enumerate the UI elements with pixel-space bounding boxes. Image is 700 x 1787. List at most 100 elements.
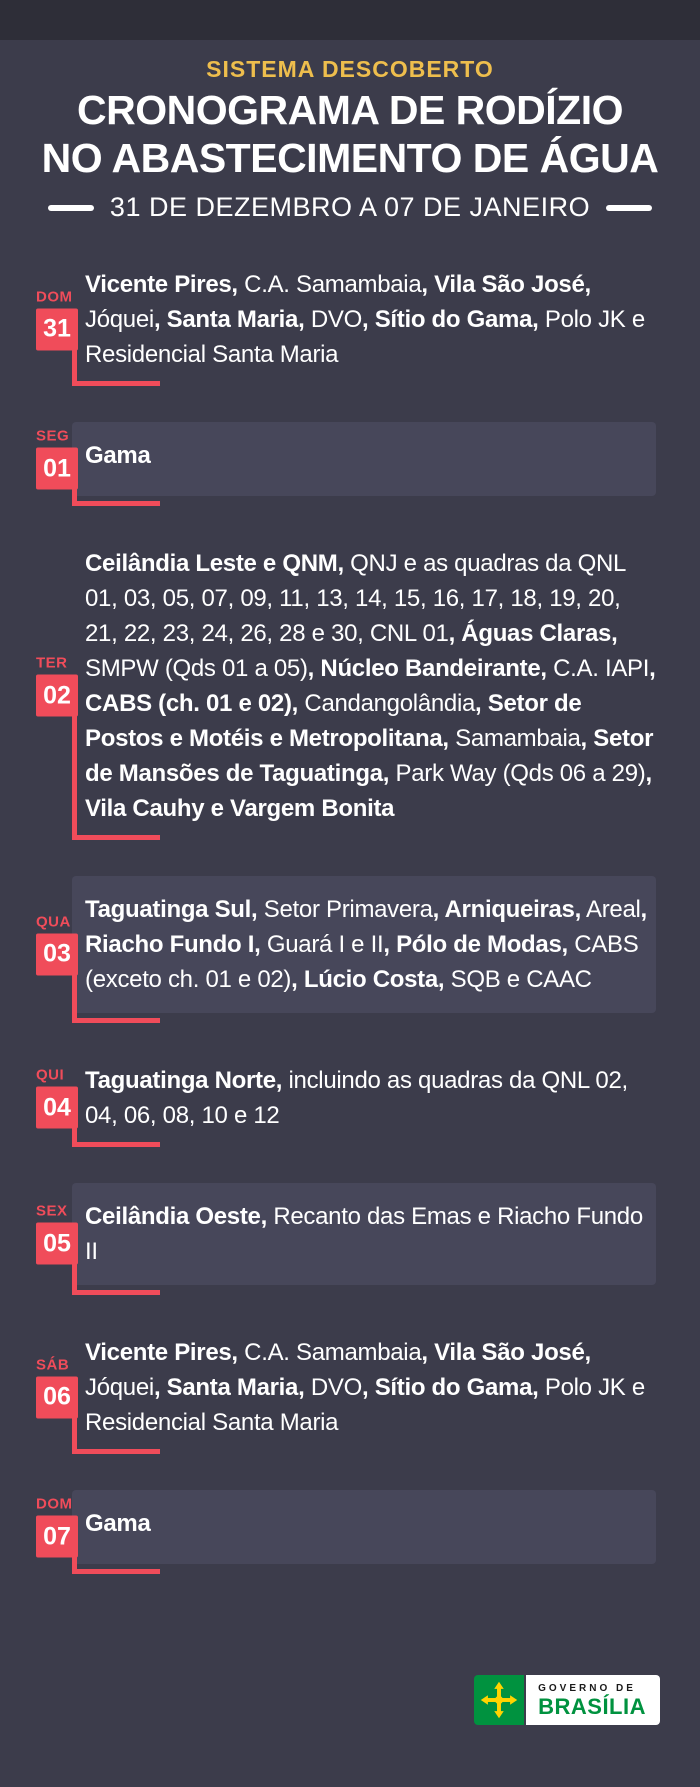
day-name-label: SEX xyxy=(36,1202,68,1220)
area-name-bold: , Águas Claras, xyxy=(448,620,618,647)
day-bracket-line xyxy=(72,1556,160,1574)
day-badge: SEG 01 xyxy=(36,427,78,490)
logo-governo-de-label: GOVERNO DE xyxy=(538,1682,636,1694)
area-name-bold: Vicente Pires, xyxy=(85,1339,238,1366)
day-name-label: SÁB xyxy=(36,1356,70,1373)
day-number-badge: 06 xyxy=(36,1376,78,1418)
governo-brasilia-logo: GOVERNO DE BRASÍLIA xyxy=(474,1675,660,1725)
schedule-day-list: DOM 31 Vicente Pires, C.A. Samambaia, Vi… xyxy=(0,223,700,1675)
area-name-regular: C.A. Samambaia xyxy=(237,271,422,298)
area-name-regular: CABS (exceto ch. 01 e 02) xyxy=(85,931,639,993)
poster-header: SISTEMA DESCOBERTO CRONOGRAMA DE RODÍZIO… xyxy=(0,40,700,223)
day-name-label: QUI xyxy=(36,1066,65,1084)
area-name-regular: SQB e CAAC xyxy=(444,966,592,993)
date-range-label: 31 DE DEZEMBRO A 07 DE JANEIRO xyxy=(109,192,591,222)
day-areas-text: Ceilândia Oeste, Recanto das Emas e Riac… xyxy=(85,1199,656,1269)
area-name-regular: Candangolândia xyxy=(298,690,476,717)
area-name-bold: , Riacho Fundo I, xyxy=(85,896,647,958)
dash-line-left xyxy=(47,204,94,211)
area-name-regular: Samambaia xyxy=(448,725,581,752)
day-badge: QUI 04 xyxy=(36,1066,78,1129)
area-name-regular: SMPW (Qds 01 a 05) xyxy=(85,655,308,682)
day-block: SÁB 06 Vicente Pires, C.A. Samambaia, Vi… xyxy=(0,1335,700,1454)
day-name-label: TER xyxy=(36,654,68,672)
day-name-label: SEG xyxy=(36,427,70,445)
day-block: TER 02 Ceilândia Leste e QNM, QNJ e as q… xyxy=(0,546,700,840)
day-bracket-line xyxy=(72,973,160,1023)
day-areas-text: Gama xyxy=(85,438,656,473)
area-name-bold: Vicente Pires, xyxy=(85,271,238,298)
day-bracket-line xyxy=(72,1127,160,1147)
area-name-bold: , Santa Maria, xyxy=(153,1374,305,1401)
poster-footer: GOVERNO DE BRASÍLIA xyxy=(0,1675,700,1725)
day-number-badge: 05 xyxy=(36,1222,78,1265)
day-name-label: DOM xyxy=(36,288,73,305)
poster-title-line2: NO ABASTECIMENTO DE ÁGUA xyxy=(41,135,659,181)
day-number-badge: 31 xyxy=(36,308,78,350)
area-name-bold: Taguatinga Norte, xyxy=(85,1067,283,1094)
day-badge: DOM 31 xyxy=(36,289,78,350)
day-bracket-line xyxy=(72,1263,160,1295)
area-name-regular: QNJ e as quadras da QNL 01, 03, 05, 07, … xyxy=(85,550,626,647)
area-name-regular: Guará I e II xyxy=(260,931,384,958)
area-name-bold: , Sítio do Gama, xyxy=(361,1374,539,1401)
area-name-bold: , CABS (ch. 01 e 02), xyxy=(85,655,656,717)
area-name-regular: incluindo as quadras da QNL 02, 04, 06, … xyxy=(85,1067,628,1129)
area-name-regular: C.A. IAPI xyxy=(546,655,650,682)
area-name-bold: , Pólo de Modas, xyxy=(383,931,568,958)
area-name-regular: Jóquei xyxy=(85,1374,154,1401)
area-name-regular: DVO xyxy=(304,306,362,333)
day-badge: TER 02 xyxy=(36,654,78,717)
logo-brasilia-label: BRASÍLIA xyxy=(538,1693,646,1719)
day-name-label: DOM xyxy=(36,1495,73,1513)
area-name-bold: , Vila São José, xyxy=(421,1339,591,1366)
area-name-bold: , Vila Cauhy e Vargem Bonita xyxy=(85,760,652,822)
day-block: SEX 05 Ceilândia Oeste, Recanto das Emas… xyxy=(0,1183,700,1295)
day-block: DOM 31 Vicente Pires, C.A. Samambaia, Vi… xyxy=(0,267,700,386)
area-name-bold: Gama xyxy=(85,1510,151,1537)
day-name-label: QUA xyxy=(36,913,71,930)
poster-title-line1: CRONOGRAMA DE RODÍZIO xyxy=(76,87,624,133)
day-number-badge: 02 xyxy=(36,674,78,717)
area-name-bold: , Santa Maria, xyxy=(153,306,305,333)
day-badge: QUA 03 xyxy=(36,914,78,975)
dash-line-right xyxy=(606,204,653,211)
area-name-regular: C.A. Samambaia xyxy=(237,1339,422,1366)
day-block: QUI 04 Taguatinga Norte, incluindo as qu… xyxy=(0,1063,700,1147)
df-flag-icon xyxy=(474,1675,525,1725)
area-name-regular: Setor Primavera xyxy=(257,896,433,923)
day-areas-text: Vicente Pires, C.A. Samambaia, Vila São … xyxy=(85,267,656,372)
area-name-bold: , Vila São José, xyxy=(421,271,591,298)
day-bracket-line xyxy=(72,488,160,506)
area-name-bold: , Setor de Postos e Motéis e Metropolita… xyxy=(85,690,582,752)
area-name-bold: , Sítio do Gama, xyxy=(361,306,539,333)
system-kicker: SISTEMA DESCOBERTO xyxy=(206,56,494,82)
day-block: QUA 03 Taguatinga Sul, Setor Primavera, … xyxy=(0,876,700,1023)
area-name-bold: Taguatinga Sul, xyxy=(85,896,258,923)
day-areas-text: Taguatinga Norte, incluindo as quadras d… xyxy=(85,1063,656,1133)
day-areas-text: Vicente Pires, C.A. Samambaia, Vila São … xyxy=(85,1335,656,1440)
poster-title: CRONOGRAMA DE RODÍZIO NO ABASTECIMENTO D… xyxy=(0,86,700,182)
day-number-badge: 04 xyxy=(36,1086,78,1129)
area-name-bold: Ceilândia Oeste, xyxy=(85,1203,267,1230)
day-block: DOM 07 Gama xyxy=(0,1490,700,1574)
area-name-regular: Polo JK e Residencial Santa Maria xyxy=(85,1374,645,1436)
day-number-badge: 01 xyxy=(36,447,78,490)
area-name-bold: Ceilândia Leste e QNM, xyxy=(85,550,344,577)
area-name-bold: , Lúcio Costa, xyxy=(291,966,445,993)
area-name-bold: , Núcleo Bandeirante, xyxy=(307,655,547,682)
day-areas-text: Ceilândia Leste e QNM, QNJ e as quadras … xyxy=(85,546,656,826)
area-name-bold: , Setor de Mansões de Taguatinga, xyxy=(85,725,654,787)
day-number-badge: 07 xyxy=(36,1515,78,1558)
logo-text-box: GOVERNO DE BRASÍLIA xyxy=(526,1675,660,1725)
day-bracket-line xyxy=(72,348,160,386)
area-name-regular: Areal xyxy=(580,896,641,923)
day-number-badge: 03 xyxy=(36,933,78,975)
top-dark-bar xyxy=(0,0,700,40)
day-areas-text: Gama xyxy=(85,1506,656,1541)
day-badge: DOM 07 xyxy=(36,1495,78,1558)
day-badge: SÁB 06 xyxy=(36,1357,78,1418)
area-name-regular: DVO xyxy=(304,1374,362,1401)
day-block: SEG 01 Gama xyxy=(0,422,700,506)
